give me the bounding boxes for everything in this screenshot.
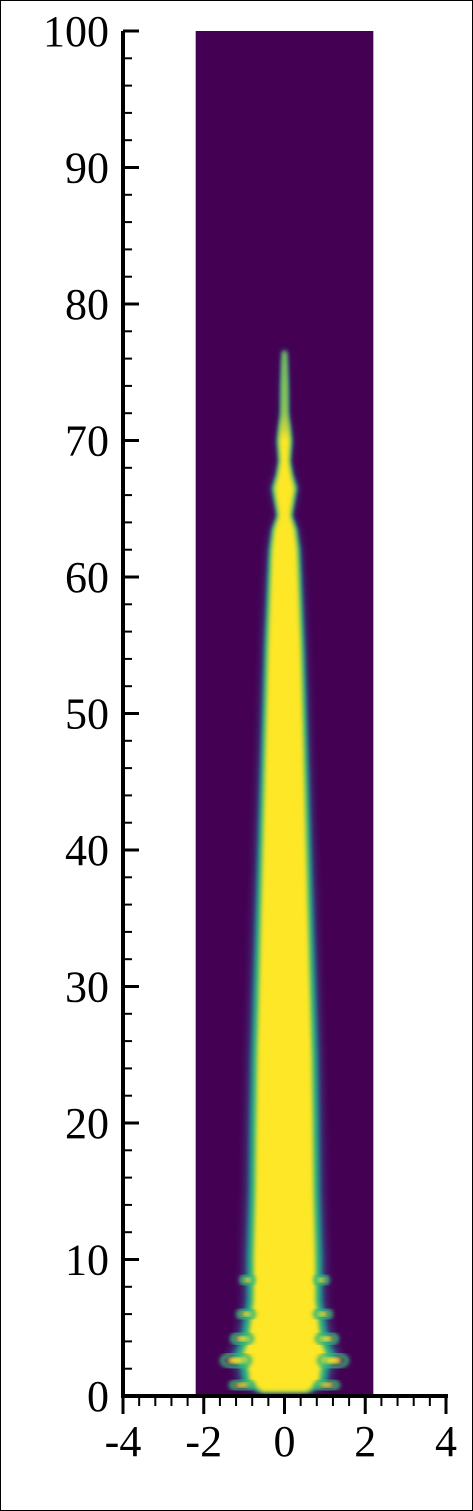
y-tick-label: 60 [65, 553, 109, 602]
vortex-rollup [236, 1307, 257, 1321]
x-tick-label: -2 [185, 1417, 222, 1466]
vortex-core [318, 1311, 328, 1317]
vortex-rollup [313, 1378, 341, 1392]
vortex-core [241, 1311, 251, 1317]
vortex-core [318, 1277, 326, 1283]
vortex-rollup [230, 1331, 255, 1347]
vortex-rollup [312, 1307, 333, 1321]
vortex-core [236, 1335, 249, 1342]
vortex-rollup [239, 1273, 256, 1287]
y-tick-label: 80 [65, 280, 109, 329]
x-tick-label: 4 [435, 1417, 457, 1466]
plot-area [195, 31, 374, 1396]
y-tick-label: 50 [65, 690, 109, 739]
vortex-core [235, 1382, 249, 1388]
vortex-rollup [219, 1351, 253, 1370]
jet-core [242, 351, 327, 1392]
vortex-rollup [316, 1351, 350, 1370]
vortex-core [320, 1382, 334, 1388]
y-tick-label: 30 [65, 963, 109, 1012]
vortex-core [243, 1277, 251, 1283]
plume-tail [281, 349, 288, 437]
y-tick-label: 10 [65, 1236, 109, 1285]
vortex-core [320, 1335, 333, 1342]
x-tick-label: 0 [274, 1417, 296, 1466]
y-tick-label: 100 [43, 7, 109, 56]
vortex-core [227, 1357, 245, 1364]
vortex-rollup [314, 1331, 339, 1347]
x-tick-label: 2 [354, 1417, 376, 1466]
vortex-rollup [228, 1378, 256, 1392]
y-tick-label: 70 [65, 417, 109, 466]
x-tick-label: -4 [105, 1417, 142, 1466]
y-tick-label: 90 [65, 144, 109, 193]
vortex-rollup [313, 1273, 330, 1287]
y-tick-label: 20 [65, 1099, 109, 1148]
y-tick-label: 40 [65, 826, 109, 875]
axes: 0 10 20 30 40 50 60 70 80 90 100 -4 -2 0 2 4 [43, 7, 457, 1466]
vortex-core [324, 1357, 342, 1364]
y-tick-label: 0 [87, 1372, 109, 1421]
